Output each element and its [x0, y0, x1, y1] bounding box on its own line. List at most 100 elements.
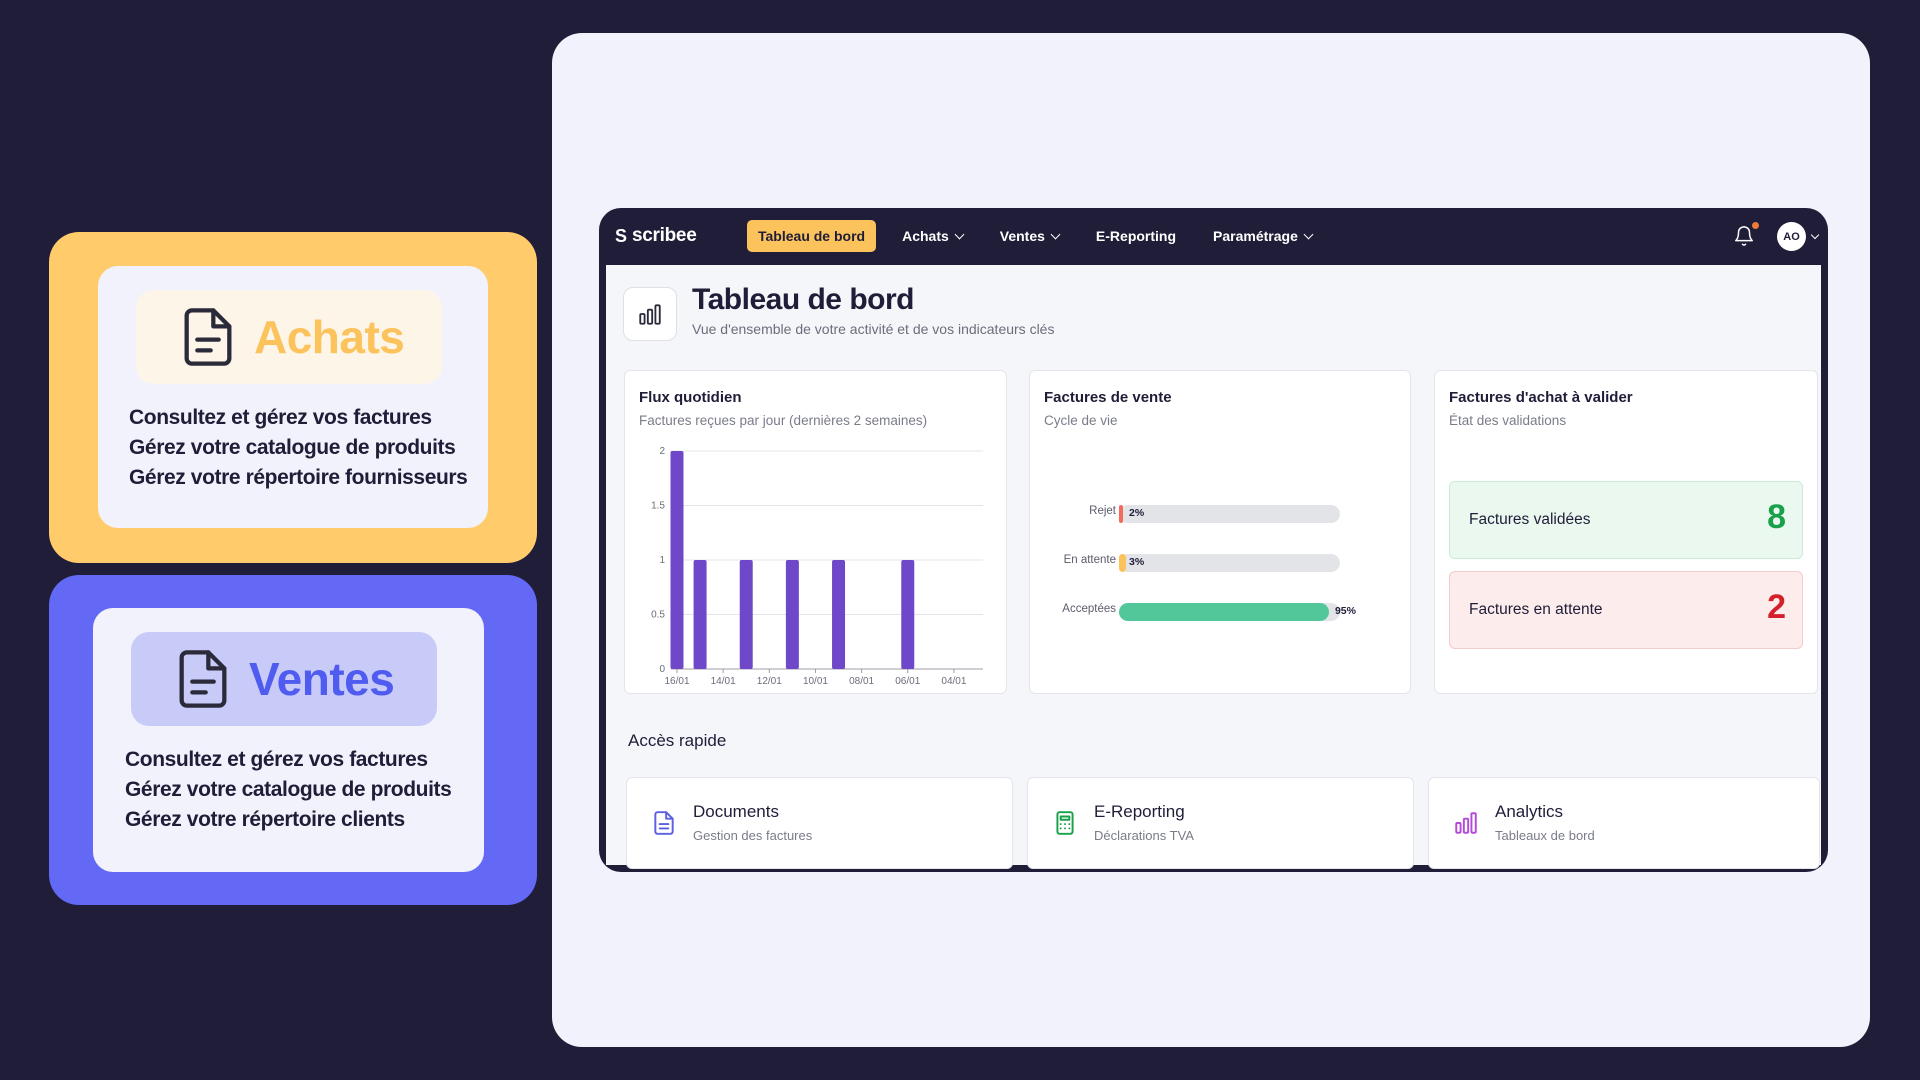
page-title: Tableau de bord: [692, 283, 914, 316]
nav-label: Tableau de bord: [758, 228, 866, 244]
achats-bullet: Consultez et gérez vos factures: [129, 406, 432, 429]
quick-title: Analytics: [1495, 802, 1564, 821]
bar-chart-icon: [639, 304, 661, 325]
logo-text: scribee: [632, 225, 697, 246]
ventes-bullet: Gérez votre répertoire clients: [125, 808, 405, 831]
nav-achats[interactable]: Achats: [891, 220, 974, 252]
main-nav: Tableau de bord Achats Ventes E-Reportin…: [747, 220, 1338, 252]
row-percent: 3%: [1129, 556, 1145, 568]
achats-feature-inner: Achats Consultez et gérez vos factures G…: [98, 266, 488, 528]
bell-icon[interactable]: [1733, 225, 1755, 247]
x-tick-label: 04/01: [941, 676, 966, 687]
quick-subtitle: Tableaux de bord: [1495, 828, 1595, 843]
ventes-feature-card: Ventes Consultez et gérez vos factures G…: [49, 575, 537, 905]
progress-fill: [1119, 603, 1329, 621]
quick-title: Documents: [693, 802, 779, 821]
chevron-down-icon[interactable]: [1810, 230, 1820, 240]
card-subtitle: État des validations: [1449, 413, 1567, 428]
chevron-down-icon: [954, 229, 965, 239]
page-icon: [623, 287, 677, 341]
progress-track: [1119, 505, 1340, 523]
ventes-bullet: Gérez votre catalogue de produits: [125, 778, 452, 801]
nav-label: Ventes: [999, 228, 1045, 244]
pending-invoices-box[interactable]: Factures en attente 2: [1449, 571, 1803, 649]
nav-e-reporting[interactable]: E-Reporting: [1085, 220, 1187, 252]
quick-title: E-Reporting: [1094, 802, 1185, 821]
chevron-down-icon: [1050, 229, 1061, 239]
y-tick-label: 2: [659, 446, 665, 457]
nav-parametrage[interactable]: Paramétrage: [1202, 220, 1323, 252]
ventes-bullet: Consultez et gérez vos factures: [125, 748, 428, 771]
chart-bar: [785, 560, 799, 669]
avatar[interactable]: AO: [1777, 222, 1806, 251]
card-title: Factures d'achat à valider: [1449, 389, 1633, 406]
achats-title: Achats: [254, 311, 405, 363]
row-label: Acceptées: [1062, 603, 1116, 615]
flux-quotidien-card: Flux quotidien Factures reçues par jour …: [624, 370, 1007, 694]
ventes-feature-inner: Ventes Consultez et gérez vos factures G…: [93, 608, 484, 872]
ventes-title: Ventes: [249, 653, 395, 705]
document-icon: [654, 811, 674, 835]
chart-bar: [739, 560, 753, 669]
quick-documents[interactable]: Documents Gestion des factures: [626, 777, 1013, 869]
app-window: S scribee Tableau de bord Achats Ventes …: [599, 208, 1828, 872]
y-tick-label: 1: [659, 555, 665, 566]
quick-access-title: Accès rapide: [628, 731, 727, 750]
stat-label: Factures validées: [1469, 511, 1591, 528]
logo-mark: S: [615, 225, 628, 246]
quick-subtitle: Déclarations TVA: [1094, 828, 1194, 843]
chart-bar: [832, 560, 846, 669]
ventes-pill: Ventes: [131, 632, 437, 726]
progress-track: [1119, 554, 1340, 572]
achats-bullet: Gérez votre catalogue de produits: [129, 436, 456, 459]
y-tick-label: 0.5: [651, 610, 665, 621]
row-percent: 95%: [1334, 605, 1356, 617]
chevron-down-icon: [1303, 229, 1314, 239]
stat-value: 2: [1767, 588, 1786, 626]
nav-ventes[interactable]: Ventes: [989, 220, 1070, 252]
chart-bar: [901, 560, 915, 669]
daily-flow-chart: 0 0.5 1 1.5 2 16/01 14/01 12/01 10/01 08/01 06/01 0…: [651, 446, 983, 687]
factures-achat-card: Factures d'achat à valider État des vali…: [1434, 370, 1818, 694]
bar-chart-icon: [1455, 812, 1477, 834]
document-icon: [184, 308, 232, 366]
scribee-logo[interactable]: S scribee: [615, 225, 697, 247]
quick-analytics[interactable]: Analytics Tableaux de bord: [1428, 777, 1820, 869]
x-tick-label: 08/01: [849, 676, 874, 687]
factures-vente-card: Factures de vente Cycle de vie Rejet 2% …: [1029, 370, 1411, 694]
row-percent: 2%: [1129, 507, 1145, 519]
chart-bar: [693, 560, 707, 669]
validated-invoices-box[interactable]: Factures validées 8: [1449, 481, 1803, 559]
row-label: En attente: [1063, 554, 1116, 566]
document-icon: [179, 650, 227, 708]
dashboard-content: Tableau de bord Vue d'ensemble de votre …: [606, 265, 1821, 869]
nav-label: Paramétrage: [1213, 228, 1298, 244]
y-tick-label: 0: [659, 664, 665, 675]
top-navbar: S scribee Tableau de bord Achats Ventes …: [599, 208, 1828, 265]
ventes-bullet-list: Consultez et gérez vos factures Gérez vo…: [125, 745, 452, 835]
achats-feature-card: Achats Consultez et gérez vos factures G…: [49, 232, 537, 563]
nav-label: E-Reporting: [1095, 228, 1177, 244]
x-tick-label: 10/01: [803, 676, 828, 687]
lifecycle-row-rejet: Rejet 2%: [1030, 503, 1412, 523]
y-tick-label: 1.5: [651, 501, 665, 512]
x-tick-label: 16/01: [664, 676, 689, 687]
card-title: Flux quotidien: [639, 389, 742, 406]
stat-value: 8: [1767, 498, 1786, 536]
quick-e-reporting[interactable]: E-Reporting Déclarations TVA: [1027, 777, 1414, 869]
nav-tableau-de-bord[interactable]: Tableau de bord: [747, 220, 877, 252]
nav-label: Achats: [902, 228, 949, 244]
progress-fill: [1119, 505, 1124, 523]
card-title: Factures de vente: [1044, 389, 1172, 406]
achats-bullet: Gérez votre répertoire fournisseurs: [129, 466, 468, 489]
card-subtitle: Cycle de vie: [1044, 413, 1118, 428]
lifecycle-row-acceptees: Acceptées 95%: [1030, 601, 1412, 621]
row-label: Rejet: [1089, 505, 1116, 517]
calculator-icon: [1056, 811, 1074, 835]
achats-pill: Achats: [136, 290, 442, 384]
notification-dot: [1752, 222, 1759, 229]
achats-bullet-list: Consultez et gérez vos factures Gérez vo…: [129, 403, 468, 493]
chart-bar: [670, 451, 684, 669]
lifecycle-row-en-attente: En attente 3%: [1030, 552, 1412, 572]
x-tick-label: 14/01: [711, 676, 736, 687]
